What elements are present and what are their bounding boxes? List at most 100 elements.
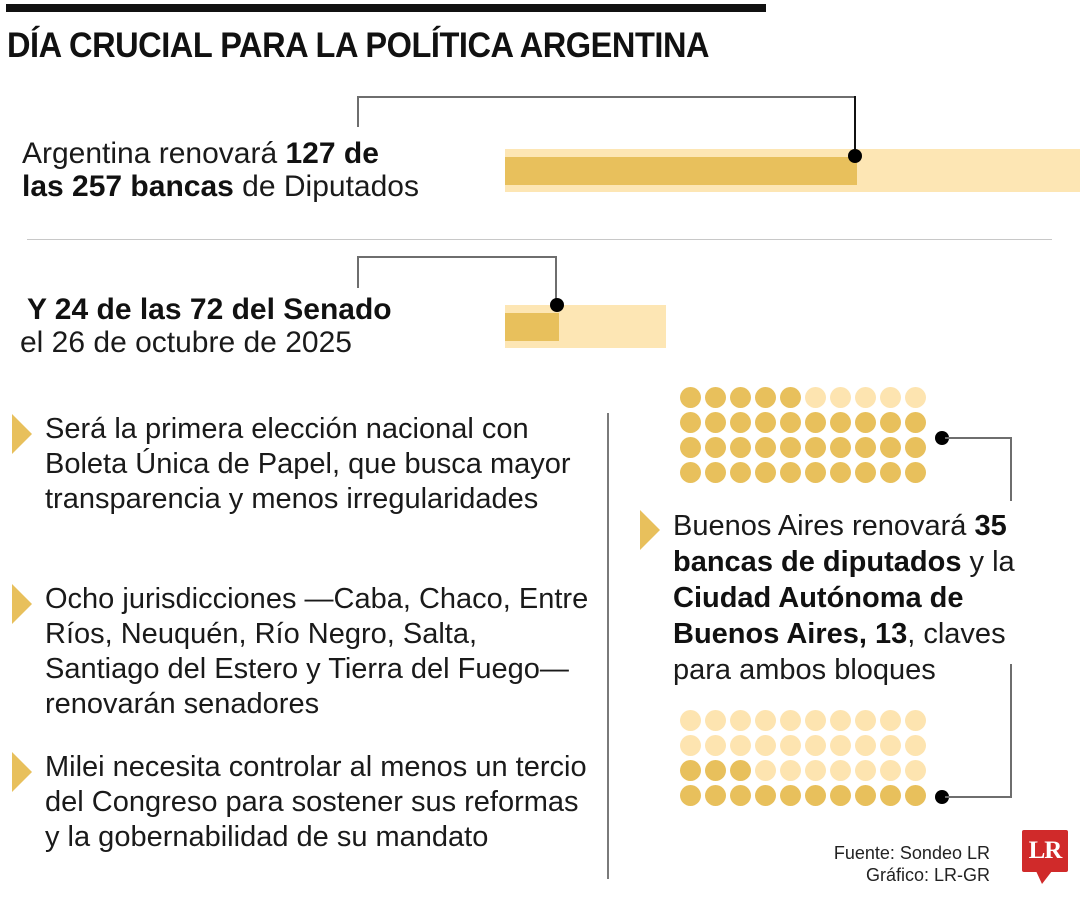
buenos-aires-bullet: Buenos Aires renovará 35 bancas de diput… [640, 508, 1060, 688]
column-divider [607, 413, 609, 879]
seat-filled [705, 785, 726, 806]
seat-filled [855, 785, 876, 806]
seat-empty [730, 710, 751, 731]
seat-empty [730, 735, 751, 756]
seat-filled [680, 760, 701, 781]
diputados-text-normal-2: de Diputados [233, 170, 419, 203]
seat-filled [905, 437, 926, 458]
seat-filled [705, 462, 726, 483]
page-title: DÍA CRUCIAL PARA LA POLÍTICA ARGENTINA [7, 26, 710, 65]
seat-empty [880, 387, 901, 408]
connector-line [357, 96, 855, 98]
bullet-item: Milei necesita controlar al menos un ter… [12, 750, 592, 855]
seat-empty [780, 760, 801, 781]
seat-filled [755, 437, 776, 458]
senado-date: el 26 de octubre de 2025 [20, 326, 352, 359]
seat-filled [780, 412, 801, 433]
seat-filled [855, 462, 876, 483]
seat-filled [880, 437, 901, 458]
seat-filled [805, 462, 826, 483]
seat-filled [705, 387, 726, 408]
seat-filled [830, 437, 851, 458]
seat-filled [730, 760, 751, 781]
senado-lead: Y 24 de las 72 del Senado el 26 de octub… [20, 293, 392, 359]
diputados-lead: Argentina renovará 127 de las 257 bancas… [22, 137, 419, 203]
seat-filled [780, 785, 801, 806]
marker-dot [935, 431, 949, 445]
seat-empty [830, 387, 851, 408]
seat-filled [830, 785, 851, 806]
seat-empty [755, 710, 776, 731]
triangle-bullet-icon [640, 510, 660, 550]
connector-line [555, 256, 557, 300]
seat-filled [705, 412, 726, 433]
bullet-text: Ocho jurisdicciones —Caba, Chaco, Entre … [45, 583, 589, 720]
senado-text-bold: Y 24 de las 72 del Senado [27, 293, 392, 326]
seat-filled [680, 437, 701, 458]
seat-filled [805, 785, 826, 806]
seat-empty [805, 760, 826, 781]
source-note: Fuente: Sondeo LR Gráfico: LR-GR [834, 842, 990, 886]
seat-filled [905, 785, 926, 806]
triangle-bullet-icon [12, 752, 32, 792]
seat-filled [805, 437, 826, 458]
seat-empty [855, 710, 876, 731]
seat-empty [905, 760, 926, 781]
section-divider [27, 239, 1052, 240]
seat-filled [855, 412, 876, 433]
connector-line [1010, 437, 1012, 501]
seat-empty [855, 735, 876, 756]
seat-filled [880, 785, 901, 806]
triangle-bullet-icon [12, 414, 32, 454]
seat-filled [905, 412, 926, 433]
seat-filled [755, 387, 776, 408]
seat-filled [855, 437, 876, 458]
seat-empty [905, 710, 926, 731]
marker-dot [935, 790, 949, 804]
seat-empty [855, 387, 876, 408]
senado-renew-bar [505, 313, 559, 341]
bullet-text: Será la primera elección nacional con Bo… [45, 413, 571, 515]
seat-filled [755, 462, 776, 483]
seat-empty [830, 710, 851, 731]
connector-line [357, 256, 359, 288]
seat-empty [680, 710, 701, 731]
seat-empty [805, 710, 826, 731]
lr-logo: LR [1022, 830, 1068, 872]
seat-empty [855, 760, 876, 781]
seat-empty [830, 760, 851, 781]
connector-line [945, 796, 1011, 798]
seat-filled [880, 412, 901, 433]
connector-line [357, 96, 359, 127]
seat-empty [880, 760, 901, 781]
logo-speech-tail [1036, 871, 1052, 884]
seat-filled [730, 412, 751, 433]
seat-empty [680, 735, 701, 756]
marker-dot [550, 298, 564, 312]
seat-empty [830, 735, 851, 756]
triangle-bullet-icon [12, 584, 32, 624]
diputados-text-bold-2: las 257 bancas [22, 170, 234, 203]
connector-line [357, 256, 557, 258]
seat-filled [780, 387, 801, 408]
seat-filled [705, 760, 726, 781]
diputados-renew-bar [505, 157, 857, 185]
seat-filled [780, 437, 801, 458]
credit-text: Gráfico: LR-GR [865, 865, 990, 885]
seat-filled [730, 785, 751, 806]
bullet-item: Ocho jurisdicciones —Caba, Chaco, Entre … [12, 582, 592, 722]
seat-empty [780, 735, 801, 756]
seat-empty [805, 387, 826, 408]
seat-filled [680, 785, 701, 806]
seat-filled [780, 462, 801, 483]
seat-empty [905, 387, 926, 408]
connector-line [854, 96, 856, 156]
connector-line [945, 437, 1011, 439]
bullet-item: Será la primera elección nacional con Bo… [12, 412, 592, 517]
marker-dot [848, 149, 862, 163]
seat-empty [705, 735, 726, 756]
seat-filled [830, 412, 851, 433]
seat-empty [705, 710, 726, 731]
waffle-caba [680, 710, 926, 806]
waffle-buenos-aires [680, 387, 926, 483]
